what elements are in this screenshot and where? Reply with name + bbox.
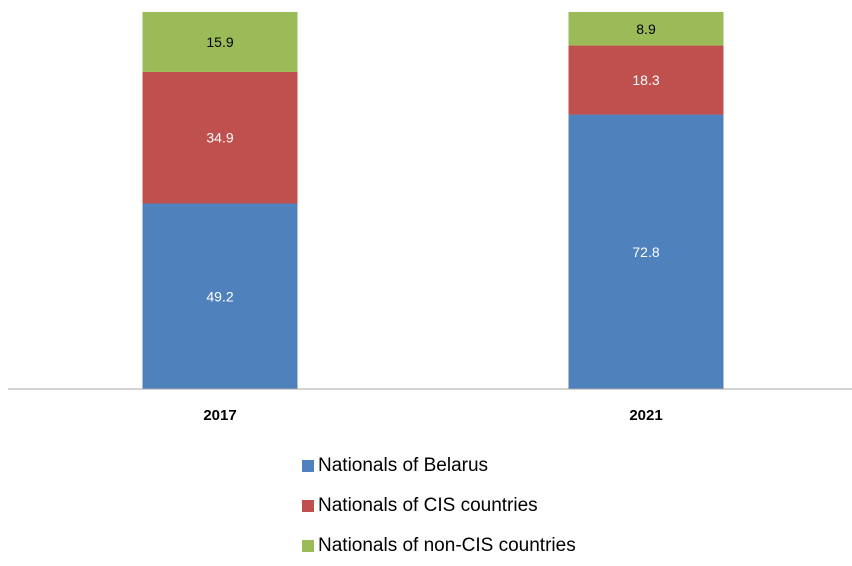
data-label-cis-2017: 34.9 xyxy=(206,130,233,146)
data-label-belarus-2017: 49.2 xyxy=(206,288,233,304)
data-label-cis-2021: 18.3 xyxy=(632,72,659,88)
legend-item-cis: Nationals of CIS countries xyxy=(302,486,576,526)
legend-swatch-belarus xyxy=(302,460,314,472)
data-label-non-cis-2021: 8.9 xyxy=(636,21,656,37)
x-tick-labels: 2017 2021 xyxy=(203,407,662,424)
x-tick-label-2017: 2017 xyxy=(203,407,236,424)
bar-non-cis-2021 xyxy=(568,12,724,46)
legend-item-non-cis: Nationals of non-CIS countries xyxy=(302,526,576,566)
bar-belarus-2017 xyxy=(142,203,298,389)
x-tick-label-2021: 2021 xyxy=(629,407,662,424)
bar-belarus-2021 xyxy=(568,114,724,389)
legend-label-belarus: Nationals of Belarus xyxy=(318,455,489,476)
stacked-bar-chart: 49.2 34.9 15.9 72.8 18.3 8.9 2017 2021 xyxy=(8,12,852,424)
bar-cis-2021 xyxy=(568,45,724,115)
bar-cis-2017 xyxy=(142,71,298,204)
bars-layer: 49.2 34.9 15.9 72.8 18.3 8.9 xyxy=(142,12,724,389)
legend-swatch-non-cis xyxy=(302,540,314,552)
legend-swatch-cis xyxy=(302,500,314,512)
data-label-non-cis-2017: 15.9 xyxy=(206,34,233,50)
legend-label-non-cis: Nationals of non-CIS countries xyxy=(318,535,576,556)
legend-label-cis: Nationals of CIS countries xyxy=(318,495,538,516)
bar-non-cis-2017 xyxy=(142,12,298,72)
legend-item-belarus: Nationals of Belarus xyxy=(302,446,576,486)
legend: Nationals of Belarus Nationals of CIS co… xyxy=(302,446,576,566)
data-label-belarus-2021: 72.8 xyxy=(632,244,659,260)
